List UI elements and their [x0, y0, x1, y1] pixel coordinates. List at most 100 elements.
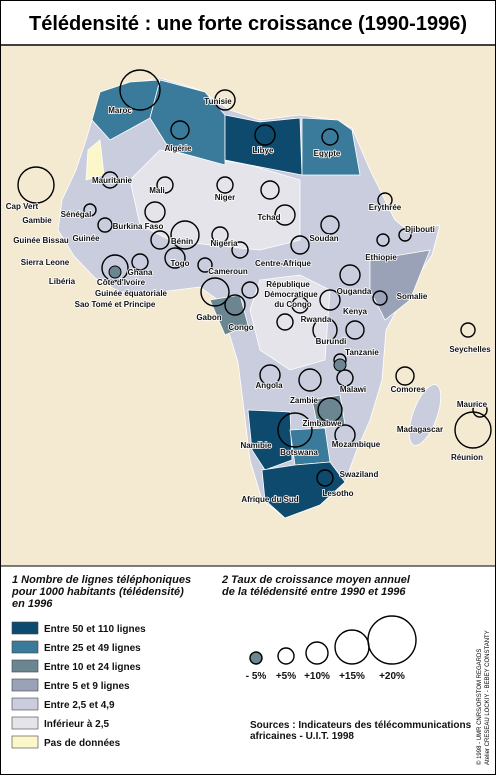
country-label: Congo: [228, 323, 253, 332]
legend-title: en 1996: [12, 598, 53, 610]
country-label: Gambie: [22, 216, 52, 225]
country-label: Sénégal: [61, 210, 92, 219]
growth-circle: [83, 203, 97, 217]
country-label: Comores: [391, 385, 426, 394]
legend-title: de la télédensité entre 1990 et 1996: [222, 586, 406, 598]
growth-circle-negative: [108, 265, 122, 279]
growth-circle: [131, 253, 149, 271]
country-label: Cameroun: [208, 267, 248, 276]
credit: © 1998 - UMR CNRS/ORSTOM REGARDS: [476, 649, 483, 765]
legend-label: Entre 2,5 et 4,9: [44, 700, 115, 711]
legend-label: Inférieur à 2,5: [44, 719, 109, 730]
country-label: Sierra Leone: [21, 258, 70, 267]
country-label: Niger: [215, 193, 235, 202]
country-label: Erythrée: [369, 203, 402, 212]
sources: Sources : Indicateurs des télécommunicat…: [250, 720, 472, 731]
country-label: Madagascar: [397, 425, 443, 434]
country-label: Burkina Faso: [113, 222, 164, 231]
country-label: Tunisie: [204, 97, 232, 106]
growth-circle: [170, 120, 190, 140]
legend-circle-label: - 5%: [246, 671, 267, 682]
country-label: Botswana: [280, 448, 318, 457]
country-label: Cap Vert: [6, 202, 39, 211]
country-label: Centre-Afrique: [255, 259, 312, 268]
legend-circle-label: +20%: [379, 671, 405, 682]
growth-circle-negative: [333, 358, 347, 372]
growth-circle: [156, 176, 174, 194]
country-label: Djibouti: [405, 225, 435, 234]
growth-circle: [290, 235, 310, 255]
country-label: Ghana: [128, 268, 153, 277]
legend-title: pour 1000 habitants (télédensité): [11, 586, 184, 598]
sources: africaines - U.I.T. 1998: [250, 731, 354, 742]
growth-circle: [214, 89, 236, 111]
legend-circle: [305, 641, 329, 665]
growth-circle: [101, 171, 119, 189]
country-label: Tchad: [258, 213, 281, 222]
growth-circle: [312, 317, 338, 343]
country-label: Lesotho: [322, 489, 353, 498]
growth-circle: [277, 412, 313, 448]
country-label: Afrique du Sud: [241, 495, 298, 504]
credit: Atelier CRESEAU LOCKIY - BEBEY CONSTANTY: [485, 630, 491, 765]
country-label: Angola: [255, 381, 283, 390]
legend-circle-label: +15%: [339, 671, 365, 682]
country-label: Mali: [149, 186, 165, 195]
legend-circle: [367, 615, 417, 665]
legend-title: 1 Nombre de lignes téléphoniques: [12, 574, 191, 586]
growth-circle: [460, 322, 476, 338]
growth-circle: [376, 233, 390, 247]
country-label: Seychelles: [449, 345, 491, 354]
country-label: Maurice: [457, 400, 488, 409]
country-label: Guinée: [72, 234, 100, 243]
legend-label: Pas de données: [44, 738, 121, 749]
country-label: Libéria: [49, 277, 76, 286]
country-label: Burundi: [316, 337, 347, 346]
growth-circle: [144, 201, 166, 223]
country-label: Namibie: [240, 441, 272, 450]
growth-circle: [241, 281, 259, 299]
country-label: Swaziland: [340, 470, 379, 479]
legend-swatch: [11, 716, 39, 730]
growth-circle: [260, 180, 280, 200]
growth-circle: [319, 289, 341, 311]
growth-circle: [231, 241, 249, 259]
legend-circle-label: +5%: [276, 671, 296, 682]
legend-circle: [277, 647, 295, 665]
country-label: Algérie: [164, 144, 192, 153]
growth-circle: [259, 364, 281, 386]
legend-label: Entre 25 et 49 lignes: [44, 643, 141, 654]
country-label: Kenya: [343, 307, 368, 316]
growth-circle: [317, 397, 343, 423]
country-label: Guinée Bissau: [13, 236, 69, 245]
growth-circle: [398, 228, 412, 242]
growth-circle: [345, 320, 365, 340]
region: [129, 149, 301, 251]
legend-swatch: [11, 659, 39, 673]
country-label: Côte d'Ivoire: [97, 278, 146, 287]
legend-swatch: [11, 621, 39, 635]
country-label: Libye: [253, 146, 274, 155]
growth-circle: [224, 294, 246, 316]
country-label: Zimbabwe: [302, 419, 342, 428]
growth-circle: [298, 368, 322, 392]
growth-circle: [276, 313, 294, 331]
growth-circle: [254, 124, 276, 146]
legend-circle: [249, 651, 263, 665]
legend-circle-label: +10%: [304, 671, 330, 682]
region: [249, 274, 331, 371]
growth-circle: [372, 290, 388, 306]
growth-circle: [164, 247, 186, 269]
growth-circle: [377, 192, 393, 208]
growth-circle: [336, 369, 354, 387]
growth-circle: [291, 296, 309, 314]
region: [247, 409, 293, 471]
growth-circle: [274, 204, 296, 226]
legend-title: 2 Taux de croissance moyen annuel: [221, 574, 411, 586]
growth-circle: [150, 230, 170, 250]
region: [261, 461, 346, 519]
country-label: Egypte: [314, 149, 341, 158]
legend-swatch: [11, 697, 39, 711]
